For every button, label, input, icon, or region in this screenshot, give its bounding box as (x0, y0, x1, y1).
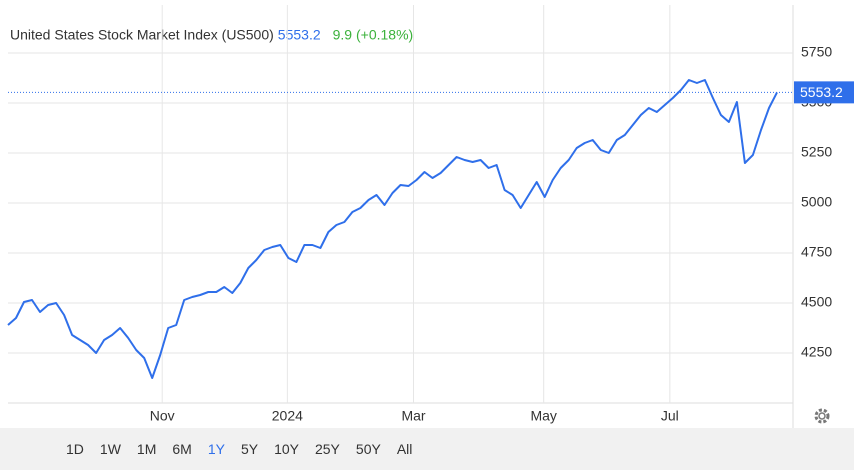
range-button[interactable]: 6M (172, 441, 192, 457)
settings-icon[interactable] (814, 408, 830, 424)
range-button[interactable]: 1Y (207, 441, 225, 457)
chart: United States Stock Market Index (US500)… (7, 5, 854, 428)
range-button[interactable]: 1D (66, 441, 84, 457)
range-button[interactable]: 5Y (240, 441, 259, 457)
chart-title: United States Stock Market Index (US500) (10, 27, 274, 43)
y-tick-label: 4750 (801, 244, 832, 260)
range-button[interactable]: All (396, 441, 413, 457)
grid (8, 5, 793, 403)
y-tick-label: 5250 (801, 144, 832, 160)
y-tick-label: 4250 (801, 344, 832, 360)
range-button[interactable]: 10Y (274, 441, 299, 457)
range-button[interactable]: 1W (99, 441, 121, 457)
range-bar: 1D 1W 1M 6M 1Y 5Y 10Y 25Y 50Y All (0, 428, 854, 470)
y-tick-label: 4500 (801, 294, 832, 310)
y-tick-label: 5750 (801, 44, 832, 60)
range-button[interactable]: 1M (136, 441, 157, 457)
range-button[interactable]: 50Y (355, 441, 381, 457)
price-label-box (794, 81, 854, 104)
price-line (7, 79, 778, 379)
x-tick-label: Jul (661, 408, 679, 424)
header-price: 5553.2 (278, 27, 321, 43)
header-change: 9.9 (+0.18%) (333, 27, 414, 43)
price-label: 5553.2 (800, 84, 843, 100)
x-tick-label: Mar (401, 408, 425, 424)
y-tick-label: 5000 (801, 194, 832, 210)
x-tick-label: Nov (150, 408, 175, 424)
x-tick-label: 2024 (272, 408, 303, 424)
range-button[interactable]: 25Y (314, 441, 340, 457)
x-tick-label: May (530, 408, 556, 424)
